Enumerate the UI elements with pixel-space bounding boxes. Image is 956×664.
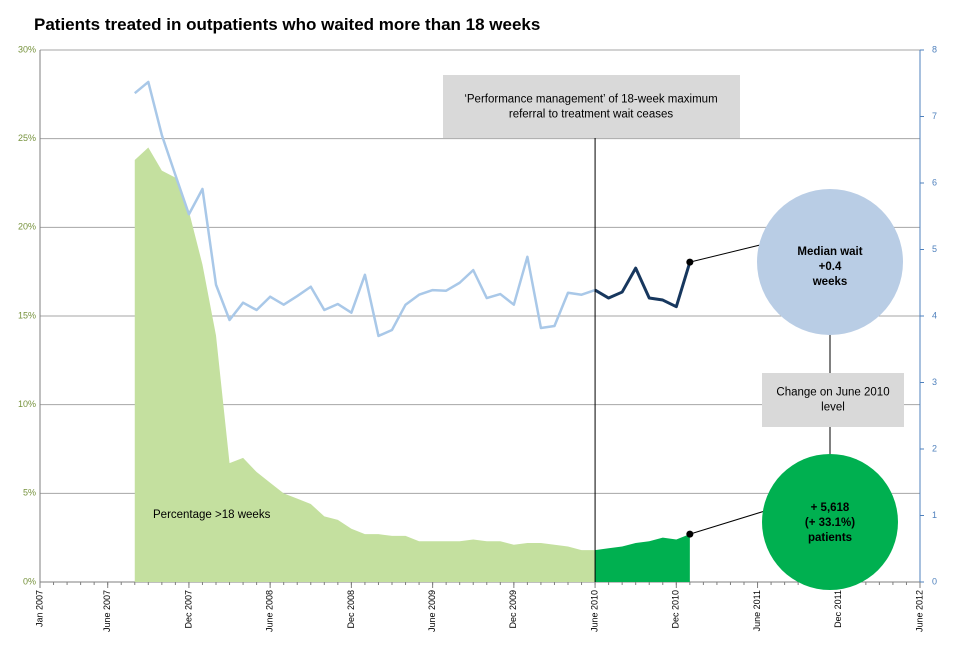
x-tick-label: June 2010 [589, 590, 599, 632]
y2-tick-label: 5 [932, 244, 937, 254]
annotation-text: (+ 33.1%) [805, 517, 855, 529]
area [134, 147, 596, 583]
series-label: Percentage >18 weeks [153, 509, 271, 521]
x-tick-label: June 2008 [265, 590, 275, 632]
annotation-text: patients [808, 532, 852, 544]
x-tick-label: Dec 2011 [833, 590, 843, 628]
connector-dot [686, 530, 694, 538]
annotation-box [443, 75, 740, 138]
connector [689, 509, 769, 535]
annotation-text: weeks [812, 276, 848, 288]
median-circle [757, 189, 903, 335]
x-tick-label: Jan 2007 [34, 590, 44, 627]
y-tick-label: 10% [18, 399, 36, 409]
x-tick-label: Dec 2010 [671, 590, 681, 629]
annotation-text: Median wait [797, 246, 862, 258]
annotation-text: level [821, 402, 845, 414]
y-tick-label: 30% [18, 44, 36, 54]
annotation-text: Change on June 2010 [776, 387, 889, 399]
x-tick-label: June 2007 [102, 590, 112, 632]
y2-tick-label: 0 [932, 576, 937, 586]
x-tick-label: Dec 2009 [508, 590, 518, 629]
change-box [762, 373, 904, 427]
annotation-text: + 5,618 [811, 502, 850, 514]
x-tick-label: Dec 2008 [346, 590, 356, 629]
annotation-text: referral to treatment wait ceases [509, 109, 674, 121]
chart-title: Patients treated in outpatients who wait… [34, 15, 540, 34]
y-tick-label: 0% [23, 576, 36, 586]
annotation-text: ‘Performance management’ of 18-week maxi… [464, 94, 717, 106]
y2-tick-label: 7 [932, 111, 937, 121]
connector-dot [686, 258, 694, 266]
y2-tick-label: 2 [932, 443, 937, 453]
area [595, 534, 690, 582]
connector [689, 244, 761, 263]
y-tick-label: 15% [18, 310, 36, 320]
y2-tick-label: 6 [932, 177, 937, 187]
y-tick-label: 5% [23, 488, 36, 498]
y2-tick-label: 8 [932, 44, 937, 54]
y2-tick-label: 1 [932, 510, 937, 520]
line [594, 261, 692, 309]
line [133, 80, 596, 338]
y-tick-label: 20% [18, 222, 36, 232]
patients-circle [762, 454, 898, 590]
x-tick-label: June 2009 [427, 590, 437, 632]
annotation-text: +0.4 [819, 261, 842, 273]
y2-tick-label: 3 [932, 377, 937, 387]
x-tick-label: June 2011 [752, 590, 762, 631]
x-tick-label: June 2012 [914, 590, 924, 632]
y-tick-label: 25% [18, 133, 36, 143]
x-tick-label: Dec 2007 [183, 590, 193, 629]
y2-tick-label: 4 [932, 310, 937, 320]
